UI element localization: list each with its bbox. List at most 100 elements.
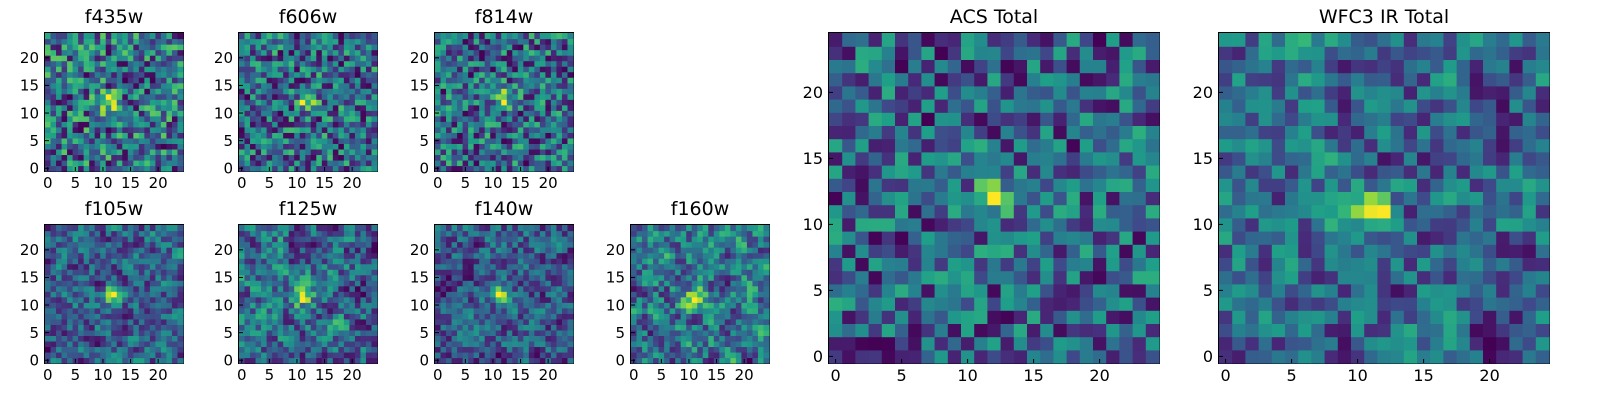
heatmap-cell [534,285,541,292]
heatmap-cell [83,60,90,67]
heatmap-cell [338,143,345,150]
heatmap-cell [1013,165,1028,179]
heatmap-cell [440,340,447,348]
heatmap-cell [360,121,367,128]
heatmap-cell [67,38,74,45]
heatmap-cell [78,263,85,270]
heatmap-cell [349,346,356,353]
heatmap-cell [550,77,558,84]
heatmap-cell [133,154,140,161]
heatmap-cell [1079,165,1094,179]
heatmap-cell [89,137,96,144]
heatmap-cell [1079,138,1094,153]
heatmap-cell [664,258,671,265]
heatmap-cell [332,49,339,56]
heatmap-cell [697,307,704,314]
heatmap-cell [316,38,323,45]
heatmap-cell [642,252,649,259]
heatmap-cell [1132,231,1147,245]
heatmap-cell [321,121,328,128]
heatmap-cell [713,302,720,309]
heatmap-cell [1013,138,1028,153]
heatmap-cell [94,263,101,270]
heatmap-cell [127,258,134,265]
heatmap-cell [539,291,546,298]
heatmap-cell [177,307,184,314]
heatmap-cell [1106,283,1120,298]
heatmap-cell [111,121,118,128]
heatmap-cell [111,99,118,106]
heatmap-cell [111,296,118,303]
heatmap-cell [457,329,464,336]
heatmap-cell [1000,125,1015,140]
heatmap-cell [116,148,123,156]
panel-title: f140w [474,198,534,220]
heatmap-cell [283,132,290,139]
heatmap-cell [631,335,638,342]
heatmap-cell [299,236,306,243]
heatmap-cell [669,324,676,331]
heatmap-cell [636,291,643,298]
heatmap-cell [255,99,262,106]
heatmap-cell [523,225,530,232]
heatmap-cell [647,302,654,309]
heatmap-cell [1145,151,1160,166]
heatmap-cell [261,340,268,348]
heatmap-cell [763,263,770,270]
heatmap-cell [746,263,754,270]
heatmap-cell [675,241,682,248]
heatmap-cell [360,33,367,40]
heatmap-cell [45,66,52,73]
heatmap-cell [1000,244,1015,258]
heatmap-cell [288,285,295,292]
heatmap-cell [78,329,85,336]
heatmap-cell [473,318,480,325]
heatmap-cell [100,49,107,56]
heatmap-cell [67,159,74,167]
heatmap-cell [343,132,350,139]
heatmap-cell [316,285,323,292]
heatmap-cell [177,269,184,276]
heatmap-cell [343,357,350,364]
heatmap-cell [160,88,168,95]
heatmap-cell [171,357,179,364]
heatmap-cell [166,44,173,51]
heatmap-cell [61,165,68,172]
heatmap-cell [299,121,306,128]
heatmap-cell [272,340,279,348]
heatmap-cell [741,291,748,298]
heatmap-cell [556,49,563,56]
heatmap-cell [327,340,334,348]
heatmap-cell [457,126,464,133]
heatmap-cell [83,313,90,320]
heatmap-cell [244,357,251,364]
heatmap-cell [561,236,569,243]
heatmap-cell [50,285,57,292]
heatmap-cell [1013,231,1028,245]
heatmap-cell [490,159,497,167]
panel-title: f606w [278,6,338,28]
heatmap-cell [506,258,513,265]
heatmap-cell [166,143,173,150]
heatmap-cell [94,236,101,243]
y-tick-label: 15 [606,269,625,287]
heatmap-cell [490,55,497,62]
heatmap-cell [697,335,704,342]
heatmap-cell [757,258,765,265]
heatmap-cell [83,269,90,276]
heatmap-cell [446,49,453,56]
heatmap-cell [244,93,251,100]
heatmap-cell [446,280,453,287]
heatmap-cell [321,241,328,248]
heatmap-cell [567,148,574,156]
heatmap-cell [719,225,726,232]
heatmap-cell [545,346,552,353]
heatmap-cell [94,121,101,128]
heatmap-cell [724,313,731,320]
heatmap-cell [89,274,96,281]
heatmap-cell [305,77,312,84]
heatmap-cell [495,225,502,232]
heatmap-cell [239,236,246,243]
heatmap-cell [642,329,649,336]
heatmap-cell [561,55,569,62]
